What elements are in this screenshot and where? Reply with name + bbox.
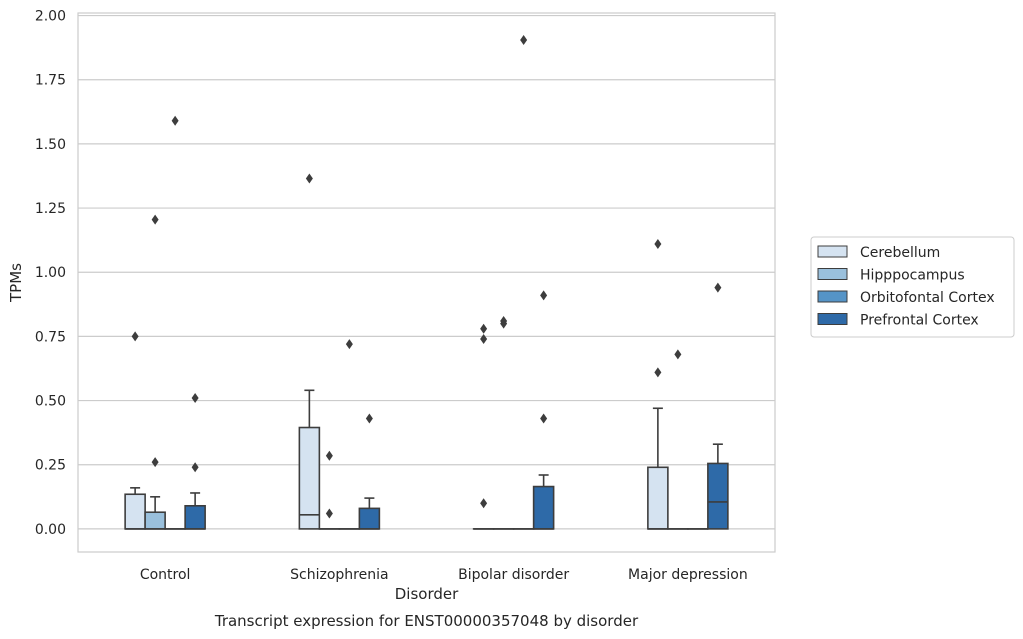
grid-lines — [78, 14, 775, 530]
box-hipppocampus — [318, 450, 341, 530]
y-axis-title: TPMs — [7, 263, 25, 303]
legend-frame — [810, 236, 1015, 338]
y-tick-label: 2.00 — [35, 9, 66, 25]
box-hipppocampus — [144, 214, 166, 530]
outlier-point — [520, 34, 528, 45]
box-hipppocampus — [667, 349, 689, 530]
y-tick-label: 0.25 — [35, 458, 66, 474]
box-body — [532, 485, 555, 530]
box-cerebellum — [124, 331, 146, 530]
box-body — [184, 504, 206, 530]
outlier-point — [171, 115, 179, 126]
box-hipppocampus — [492, 316, 515, 530]
y-tick-labels: 0.00 0.25 0.50 0.75 1.00 1.25 1.50 1.75 2.00 — [35, 9, 66, 538]
outlier-point — [654, 367, 662, 378]
outlier-point — [151, 457, 159, 468]
box-orbitofontal-cortex — [164, 115, 186, 530]
box-prefrontal-cortex — [184, 393, 206, 530]
box-body — [647, 466, 669, 530]
legend-swatch — [817, 245, 848, 258]
y-tick-label: 0.50 — [35, 394, 66, 410]
outlier-point — [191, 462, 199, 473]
box-body — [298, 426, 321, 530]
outlier-point — [500, 316, 508, 326]
outlier-point — [480, 498, 488, 509]
outlier-point — [654, 239, 662, 249]
legend-label: Cerebellum — [860, 245, 940, 261]
outlier-point — [325, 450, 333, 461]
box-prefrontal-cortex — [707, 282, 729, 530]
outlier-point — [365, 413, 373, 424]
outlier-point — [305, 173, 313, 184]
plot-frame — [77, 12, 776, 553]
box-orbitofontal-cortex — [512, 34, 535, 530]
chart-caption: Transcript expression for ENST0000035704… — [214, 612, 639, 630]
y-tick-label: 0.00 — [35, 522, 66, 538]
legend: Cerebellum Hipppocampus Orbitofontal Corte… — [810, 236, 1015, 338]
box-body — [358, 507, 381, 530]
x-tick-labels: Control Schizophrenia Bipolar disorder Majo… — [140, 567, 748, 583]
boxes — [124, 34, 729, 530]
x-tick-label: Schizophrenia — [290, 567, 388, 583]
legend-swatch — [817, 290, 848, 303]
outlier-point — [480, 333, 488, 344]
x-axis-title: Disorder — [395, 585, 459, 603]
outlier-point — [191, 393, 199, 403]
outlier-point — [131, 331, 139, 342]
outlier-point — [151, 214, 159, 225]
legend-swatch — [817, 313, 848, 325]
outlier-point — [480, 323, 488, 334]
box-body — [124, 493, 146, 530]
box-cerebellum — [647, 239, 669, 530]
y-tick-label: 1.75 — [35, 73, 66, 89]
outlier-point — [540, 413, 548, 424]
box-body — [144, 511, 166, 530]
box-body — [707, 462, 729, 530]
box-prefrontal-cortex — [358, 413, 381, 530]
outlier-point — [345, 339, 353, 350]
box-orbitofontal-cortex — [338, 339, 361, 530]
legend-label: Prefrontal Cortex — [860, 313, 979, 329]
box-cerebellum — [472, 323, 495, 530]
box-prefrontal-cortex — [532, 290, 555, 530]
outlier-point — [540, 290, 548, 301]
legend-label: Hipppocampus — [860, 268, 965, 284]
outlier-point — [714, 282, 722, 293]
box-cerebellum — [298, 173, 321, 530]
y-tick-label: 1.50 — [35, 137, 66, 153]
legend-swatch — [817, 268, 848, 280]
y-tick-label: 1.25 — [35, 201, 66, 217]
outlier-point — [674, 349, 682, 360]
x-tick-label: Major depression — [628, 567, 748, 583]
x-tick-label: Bipolar disorder — [458, 567, 569, 583]
x-tick-label: Control — [140, 567, 191, 583]
y-tick-label: 1.00 — [35, 265, 66, 281]
outlier-point — [325, 508, 333, 519]
y-tick-label: 0.75 — [35, 329, 66, 345]
legend-label: Orbitofontal Cortex — [860, 290, 995, 306]
